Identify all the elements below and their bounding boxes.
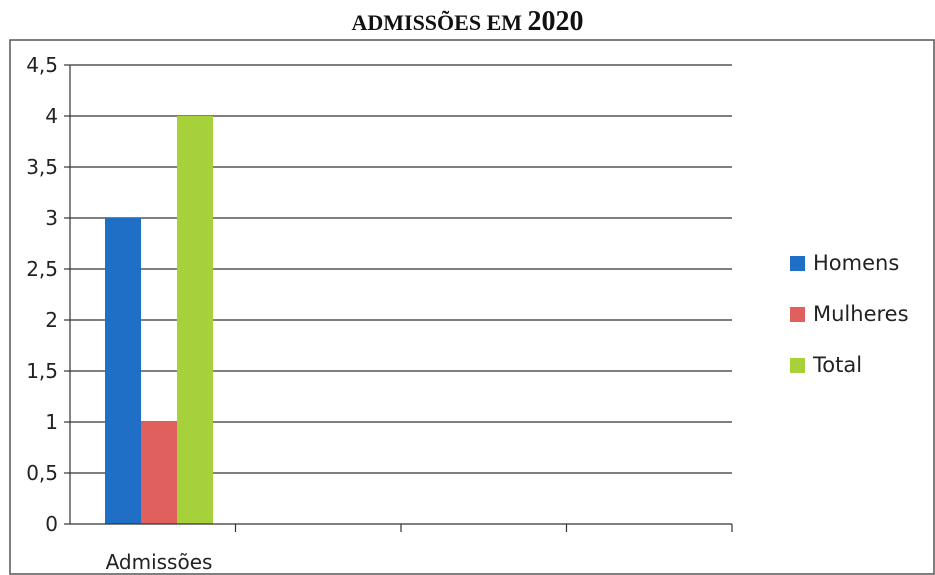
x-category-label: Admissões bbox=[106, 550, 213, 574]
legend-item-mulheres: Mulheres bbox=[790, 301, 909, 327]
bar-mulheres bbox=[141, 422, 177, 524]
y-tick-label: 0 bbox=[45, 512, 58, 536]
bar-homens bbox=[105, 218, 141, 524]
legend-swatch bbox=[790, 306, 805, 322]
legend-label: Total bbox=[813, 353, 863, 377]
bar-total bbox=[177, 116, 213, 524]
legend: Homens Mulheres Total bbox=[790, 250, 909, 403]
y-tick-label: 3 bbox=[45, 206, 58, 230]
chart-title-text: ADMISSÕES EM bbox=[351, 10, 523, 35]
tick-labels: 0 0,5 1 1,5 2 2,5 3 3,5 4 4,5 Admissões bbox=[26, 53, 212, 574]
chart-title-year: 2020 bbox=[527, 6, 584, 37]
y-tick-label: 1 bbox=[45, 410, 58, 434]
y-tick-label: 4,5 bbox=[26, 53, 58, 77]
legend-item-homens: Homens bbox=[790, 250, 909, 276]
legend-label: Mulheres bbox=[813, 302, 909, 326]
chart-frame bbox=[9, 39, 935, 575]
y-tick-label: 1,5 bbox=[26, 359, 58, 383]
legend-item-total: Total bbox=[790, 352, 909, 378]
legend-swatch bbox=[790, 255, 805, 271]
legend-label: Homens bbox=[813, 251, 900, 275]
bars bbox=[105, 116, 213, 524]
y-tick-label: 3,5 bbox=[26, 155, 58, 179]
y-tick-label: 0,5 bbox=[26, 461, 58, 485]
gridlines bbox=[70, 64, 732, 474]
y-tick-label: 2,5 bbox=[26, 257, 58, 281]
y-tick-label: 2 bbox=[45, 308, 58, 332]
axes bbox=[64, 64, 733, 532]
legend-swatch bbox=[790, 357, 805, 373]
y-tick-label: 4 bbox=[45, 104, 58, 128]
chart-title: ADMISSÕES EM 2020 bbox=[0, 6, 935, 38]
